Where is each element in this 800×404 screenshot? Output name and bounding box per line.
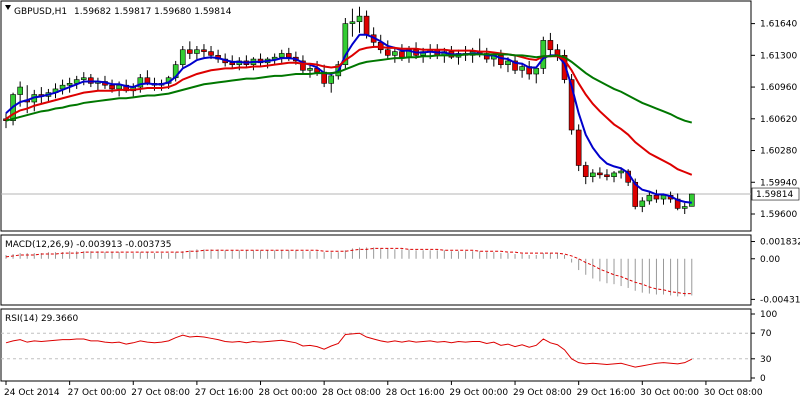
candle-body — [307, 68, 313, 71]
candle-body — [505, 60, 511, 65]
price-axis-label: 1.61300 — [760, 51, 797, 61]
candle-body — [547, 40, 554, 51]
candle-body — [561, 55, 568, 80]
current-price-label: 1.59814 — [756, 190, 793, 200]
candle-body — [582, 165, 589, 177]
price-axis-label: 1.59940 — [760, 178, 797, 188]
time-axis-label: 30 Oct 08:00 — [704, 388, 763, 398]
candle-body — [653, 195, 660, 200]
candle-body — [208, 51, 214, 56]
candle-body — [179, 49, 186, 65]
collapse-arrow-icon[interactable] — [5, 5, 11, 10]
time-axis-label: 29 Oct 00:00 — [449, 388, 508, 398]
macd-plot-area — [5, 247, 693, 297]
candle-body — [384, 49, 391, 56]
candle-body — [604, 174, 610, 177]
time-axis-label: 28 Oct 08:00 — [322, 388, 381, 398]
time-axis-label: 28 Oct 00:00 — [259, 388, 318, 398]
candle-body — [300, 60, 306, 71]
moving-average-line — [5, 53, 693, 124]
price-axis-label: 1.60280 — [760, 147, 797, 157]
ohlc-values: 1.59682 1.59817 1.59680 1.59814 — [74, 7, 232, 17]
axes: 1.61640 1.61300 1.60960 1.60620 1.60280 1.599… — [4, 20, 800, 398]
macd-axis-label: 0.001832 — [760, 238, 800, 248]
candle-body — [688, 193, 695, 207]
candle-body — [80, 77, 87, 80]
candle-body — [568, 79, 575, 131]
rsi-panel-frame — [0, 308, 752, 382]
rsi-axis-label: 70 — [760, 329, 772, 339]
candle-body — [342, 23, 349, 65]
candle-body — [590, 172, 596, 177]
price-axis-label: 1.60960 — [760, 83, 797, 93]
price-axis-label: 1.59600 — [760, 210, 797, 220]
rsi-axis-label: 100 — [760, 310, 777, 320]
time-axis-label: 30 Oct 00:00 — [640, 388, 699, 398]
candle-body — [356, 15, 363, 23]
candle-body — [611, 172, 617, 177]
rsi-line — [5, 332, 693, 368]
time-axis-label: 27 Oct 08:00 — [131, 388, 190, 398]
candle-body — [66, 83, 73, 86]
rsi-axis-label: 0 — [760, 374, 766, 384]
moving-average-line — [5, 45, 693, 176]
time-axis-label: 28 Oct 16:00 — [386, 388, 445, 398]
price-chart-title: GBPUSD,H1 — [14, 7, 67, 17]
time-axis-label: 24 Oct 2014 — [4, 388, 60, 398]
macd-axis-label: -0.004317 — [760, 295, 800, 305]
candle-body — [349, 21, 356, 24]
candle-body — [187, 49, 193, 54]
candle-body — [512, 60, 518, 71]
candle-body — [646, 195, 653, 202]
price-axis-label: 1.60620 — [760, 115, 797, 125]
candle-body — [17, 86, 23, 95]
rsi-title: RSI(14) 29.3660 — [5, 314, 78, 324]
price-plot-area — [1, 6, 751, 214]
candle-body — [399, 51, 405, 58]
time-axis-label: 27 Oct 00:00 — [68, 388, 127, 398]
macd-axis-label: 0.00 — [760, 255, 780, 265]
rsi-plot-area — [1, 332, 751, 368]
candle-body — [109, 84, 115, 90]
candle-body — [681, 206, 688, 209]
candle-body — [328, 75, 335, 84]
candle-body — [194, 49, 200, 54]
candle-body — [575, 129, 582, 166]
candle-body — [392, 51, 398, 56]
macd-title: MACD(12,26,9) -0.003913 -0.003735 — [5, 240, 171, 250]
time-axis-label: 27 Oct 16:00 — [195, 388, 254, 398]
candle-body — [618, 170, 624, 174]
candle-body — [201, 49, 207, 52]
candle-body — [363, 15, 370, 36]
rsi-axis-label: 30 — [760, 355, 772, 365]
candle-body — [597, 172, 603, 176]
candle-body — [229, 62, 236, 65]
macd-panel-frame — [0, 234, 752, 306]
candle-body — [639, 200, 646, 207]
candle-body — [285, 53, 292, 58]
candle-body — [533, 68, 540, 75]
current-price-tag — [751, 187, 800, 201]
price-axis-label: 1.61640 — [760, 20, 797, 30]
candle-body — [278, 53, 285, 58]
time-axis-label: 29 Oct 08:00 — [513, 388, 572, 398]
time-axis-label: 29 Oct 16:00 — [577, 388, 636, 398]
candle-body — [519, 66, 525, 71]
moving-average-line — [5, 33, 692, 204]
candle-body — [137, 77, 144, 88]
candle-body — [540, 40, 547, 69]
price-panel-frame — [0, 0, 752, 232]
